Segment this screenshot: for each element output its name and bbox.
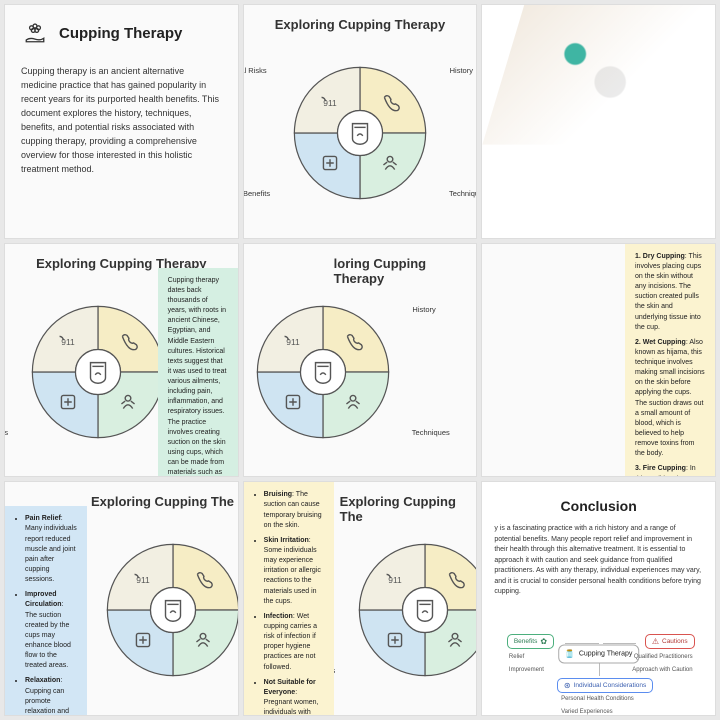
list-item: Not Suitable for Everyone: Pregnant wome… [264, 678, 324, 715]
label-benefits: Benefits [243, 189, 270, 198]
diagram-title: Exploring Cupping Therapy [244, 17, 477, 32]
panel-photo [481, 4, 716, 239]
label-risks: Potential Risks [243, 66, 267, 75]
panel-techniques: Dry Cupping: This involves placing cups … [481, 243, 716, 478]
panel-wheel-crop: loring Cupping Therapy 911HistoryTechniq… [243, 243, 478, 478]
panel-risks: Exploring Cupping The 911HistoryTechniqu… [243, 481, 478, 716]
history-text: Cupping therapy dates back thousands of … [158, 268, 238, 477]
leaf-icon: ✿ [540, 637, 547, 646]
list-item: Bruising: The suction can cause temporar… [264, 490, 324, 531]
hand-flower-icon [21, 19, 49, 47]
panel-conclusion: Conclusion y is a fascinating practice w… [481, 481, 716, 716]
cup-icon: 🫙 [565, 649, 575, 658]
mm-sub: Varied Experiences [561, 709, 613, 715]
label-benefits: Benefits [4, 428, 8, 437]
page-title: Cupping Therapy [59, 25, 182, 42]
intro-text: Cupping therapy is an ancient alternativ… [21, 65, 222, 177]
mm-sub: Personal Health Conditions [561, 696, 634, 702]
mm-label: Benefits [514, 638, 538, 645]
mm-node-indiv: ⊛ Individual Considerations [557, 678, 653, 693]
wheel-diagram: 911HistoryTechniquesBenefitsPotential Ri… [285, 58, 435, 208]
warning-icon: ⚠ [652, 637, 659, 646]
mm-node-cautions: ⚠ Cautions [645, 634, 695, 649]
list-item: Dry Cupping: This involves placing cups … [635, 252, 705, 333]
mm-sub: Improvement [509, 667, 544, 673]
techniques-list: Dry Cupping: This involves placing cups … [625, 244, 715, 477]
list-item: Wet Cupping: Also known as hijama, this … [635, 338, 705, 460]
panel-wheel-1: Exploring Cupping Therapy 911HistoryTech… [243, 4, 478, 239]
title-bar: Cupping Therapy [21, 19, 222, 47]
mindmap: 🫙 Cupping Therapy Benefits ✿ Relief Impr… [494, 610, 703, 716]
panel-benefits: Exploring Cupping The 911HistoryTechniqu… [4, 481, 239, 716]
label-history: History [450, 66, 473, 75]
label-techniques: Techniques [449, 189, 477, 198]
mm-label: Individual Considerations [574, 682, 647, 689]
list-item: Relaxation: Cupping can promote relaxati… [25, 676, 77, 715]
mm-label: Cautions [662, 638, 688, 645]
list-item: Pain Relief: Many individuals report red… [25, 514, 77, 585]
list-item: Improved Circulation: The suction create… [25, 590, 77, 671]
list-item: Infection: Wet cupping carries a risk of… [264, 612, 324, 673]
conclusion-title: Conclusion [494, 498, 703, 514]
cupping-photo [482, 5, 715, 145]
mm-sub: Relief [509, 654, 524, 660]
mm-center: 🫙 Cupping Therapy [558, 644, 640, 663]
person-icon: ⊛ [564, 681, 571, 690]
mm-sub: Qualified Practitioners [634, 654, 693, 660]
panel-history: Exploring Cupping Therapy 911HistoryTech… [4, 243, 239, 478]
wheel-diagram: 911HistoryTechniquesBenefitsPotential Ri… [350, 535, 477, 685]
conclusion-text: y is a fascinating practice with a rich … [494, 524, 703, 598]
mm-node-benefits: Benefits ✿ [507, 634, 554, 649]
label-history: History [412, 305, 435, 314]
list-item: Skin Irritation: Some individuals may ex… [264, 536, 324, 607]
benefits-list: Pain Relief: Many individuals report red… [5, 506, 87, 715]
label-techniques: Techniques [412, 428, 450, 437]
mm-sub: Approach with Caution [632, 667, 692, 673]
list-item: Fire Cupping: In this traditional method… [635, 464, 705, 476]
mm-center-label: Cupping Therapy [579, 650, 633, 657]
wheel-diagram: 911HistoryTechniquesBenefitsPotential Ri… [23, 297, 173, 447]
wheel-diagram: 911HistoryTechniquesBenefitsPotential Ri… [248, 297, 398, 447]
risks-list: Bruising: The suction can cause temporar… [244, 482, 334, 715]
label-risks: Potential Risks [4, 305, 5, 314]
diagram-title: loring Cupping Therapy [244, 256, 477, 286]
panel-intro: Cupping Therapy Cupping therapy is an an… [4, 4, 239, 239]
wheel-diagram: 911HistoryTechniquesBenefitsPotential Ri… [98, 535, 239, 685]
